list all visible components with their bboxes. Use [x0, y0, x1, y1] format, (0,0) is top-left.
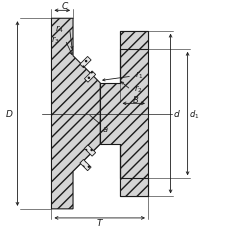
Text: B: B — [133, 95, 138, 104]
Text: $r_3$: $r_3$ — [50, 35, 59, 46]
Text: T: T — [96, 218, 102, 227]
Text: $r_4$: $r_4$ — [55, 23, 64, 34]
Polygon shape — [79, 160, 91, 171]
Polygon shape — [84, 145, 95, 156]
Text: D: D — [6, 110, 13, 119]
Polygon shape — [79, 57, 91, 68]
Polygon shape — [119, 144, 147, 196]
Text: $r_2$: $r_2$ — [133, 84, 142, 95]
Polygon shape — [84, 72, 95, 83]
Text: a: a — [102, 124, 107, 133]
Polygon shape — [100, 32, 147, 196]
Text: d: d — [173, 110, 178, 119]
Text: $r_1$: $r_1$ — [135, 69, 143, 81]
Text: C: C — [61, 2, 67, 11]
Polygon shape — [119, 32, 147, 84]
Text: $d_1$: $d_1$ — [188, 108, 199, 120]
Polygon shape — [51, 19, 100, 209]
